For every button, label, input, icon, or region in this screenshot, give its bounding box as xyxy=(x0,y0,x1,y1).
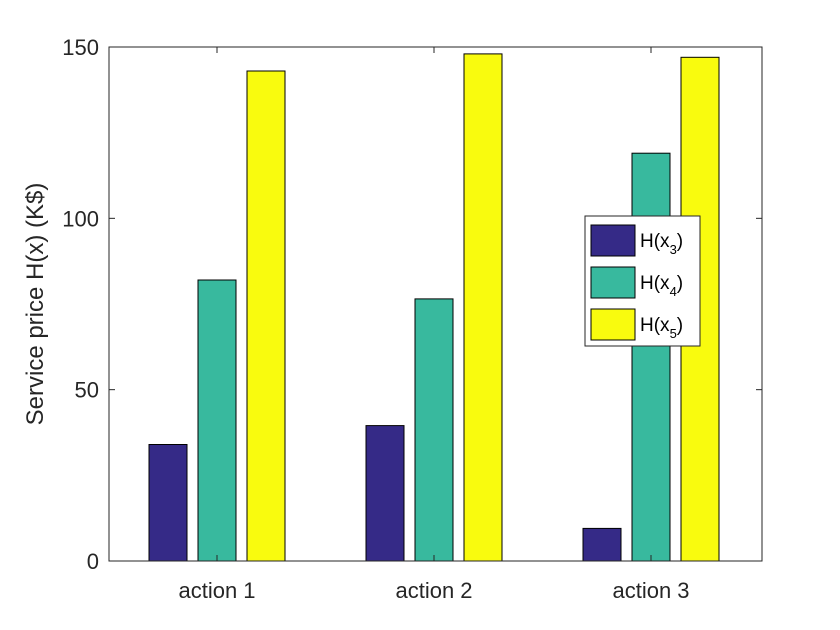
x-tick-label: action 1 xyxy=(178,578,255,603)
legend-swatch xyxy=(590,266,636,299)
bar-H(x3)-action-1 xyxy=(148,444,188,562)
legend-label: H(x5) xyxy=(640,315,683,341)
legend-label: H(x4) xyxy=(640,273,683,299)
bars-group xyxy=(148,53,720,562)
bar-H(x5)-action-2 xyxy=(463,53,503,562)
bar-H(x4)-action-3 xyxy=(631,152,671,562)
bar-H(x4)-action-2 xyxy=(414,298,454,562)
y-tick-label: 0 xyxy=(87,549,99,574)
bar-H(x3)-action-3 xyxy=(582,527,622,562)
y-axis-label: Service price H(x) (K$) xyxy=(22,183,49,426)
y-tick-label: 50 xyxy=(75,378,99,403)
legend-swatch xyxy=(590,308,636,341)
x-tick-label: action 3 xyxy=(612,578,689,603)
ticks-group: 0 50 100 150 action 1 action 2 action 3 xyxy=(62,35,762,603)
x-tick-label: action 2 xyxy=(395,578,472,603)
bar-H(x3)-action-2 xyxy=(365,425,405,562)
legend-swatch xyxy=(590,224,636,257)
legend: H(x3) H(x4) H(x5) xyxy=(584,215,701,347)
y-tick-label: 100 xyxy=(62,206,99,231)
bar-H(x5)-action-1 xyxy=(246,70,286,562)
legend-label: H(x3) xyxy=(640,231,683,257)
bar-H(x4)-action-1 xyxy=(197,279,237,562)
y-tick-label: 150 xyxy=(62,35,99,60)
plot-frame xyxy=(108,46,763,562)
